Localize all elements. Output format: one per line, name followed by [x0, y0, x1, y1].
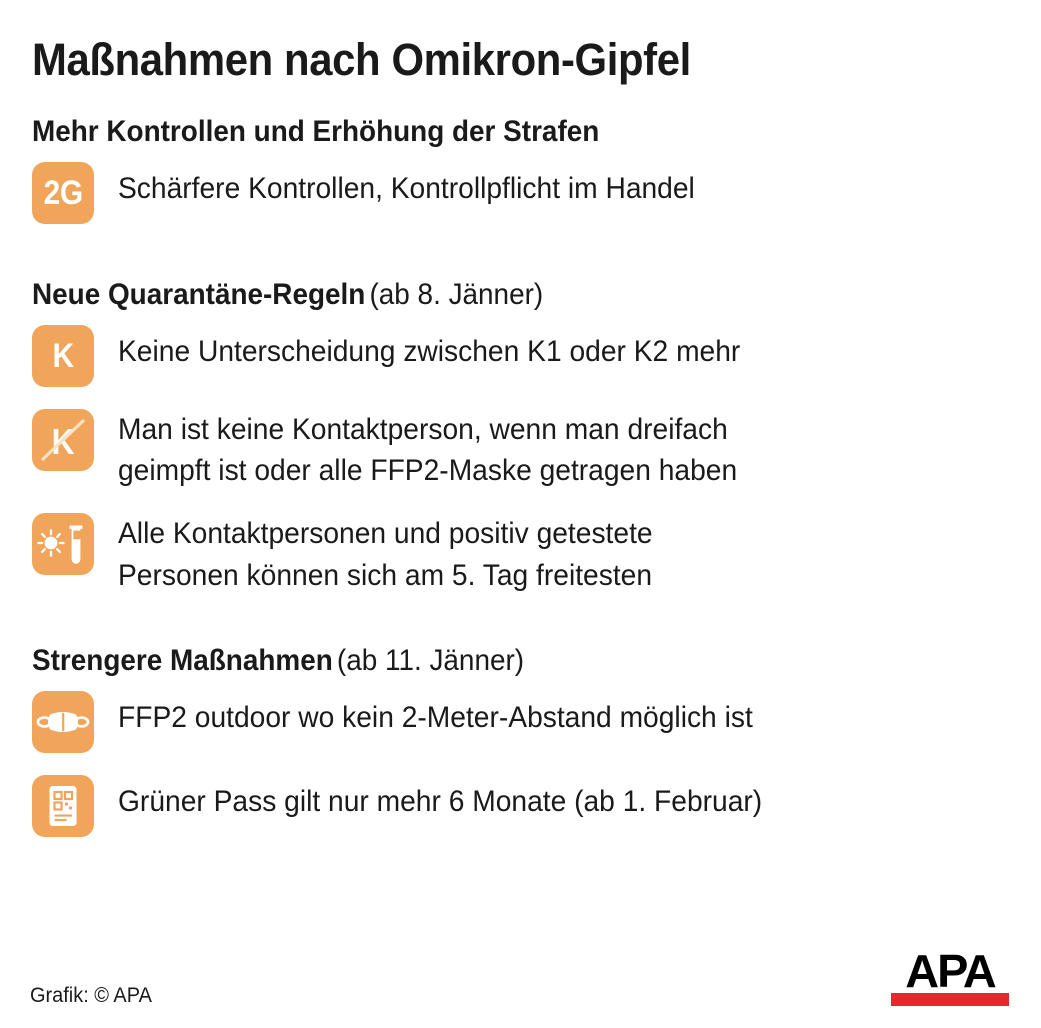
apa-logo: APA [891, 945, 1009, 1006]
2g-badge-label: 2G [43, 174, 83, 213]
list-item-text: Grüner Pass gilt nur mehr 6 Monate (ab 1… [118, 784, 763, 818]
svg-text:K: K [52, 422, 75, 462]
list-item-text: FFP2 outdoor wo kein 2-Meter-Abstand mög… [118, 700, 753, 734]
credit-text: Grafik: © APA [30, 984, 152, 1007]
2g-badge-icon: 2G [32, 162, 94, 225]
section-2-items: K Keine Unterscheidung zwischen K1 oder … [30, 325, 1011, 595]
virus-test-tube-icon [32, 513, 94, 576]
apa-logo-text: APA [905, 945, 997, 998]
section-heading-3-note: (ab 11. Jänner) [336, 643, 525, 677]
list-item-text: Man ist keine Kontaktperson, wenn man dr… [118, 413, 738, 488]
k-crossed-out-icon: K [32, 409, 94, 472]
section-3-items: FFP2 outdoor wo kein 2-Meter-Abstand mög… [30, 690, 1011, 837]
list-item: Grüner Pass gilt nur mehr 6 Monate (ab 1… [30, 774, 1011, 837]
list-item: K Keine Unterscheidung zwischen K1 oder … [30, 325, 1011, 388]
section-1-items: 2G Schärfere Kontrollen, Kontrollpflicht… [30, 162, 1011, 225]
k-badge-icon: K [32, 325, 94, 388]
apa-logo-bar [891, 993, 1009, 1006]
list-item-text: Keine Unterscheidung zwischen K1 oder K2… [118, 335, 741, 369]
ffp2-mask-icon [32, 690, 94, 753]
list-item: Alle Kontaktpersonen und positiv geteste… [30, 513, 1011, 595]
page-title: Maßnahmen nach Omikron-Gipfel [32, 34, 691, 85]
list-item: FFP2 outdoor wo kein 2-Meter-Abstand mög… [30, 690, 1011, 753]
footer: Grafik: © APA APA [30, 945, 1011, 1007]
list-item: K Man ist keine Kontaktperson, wenn man … [30, 409, 1011, 491]
section-heading-3: Strengere Maßnahmen (ab 11. Jänner) [32, 644, 942, 677]
section-heading-3-text: Strengere Maßnahmen [32, 643, 333, 677]
section-heading-1-text: Mehr Kontrollen und Erhöhung der Strafen [32, 115, 600, 149]
list-item-text: Alle Kontaktpersonen und positiv geteste… [118, 517, 653, 592]
list-item-text: Schärfere Kontrollen, Kontrollpflicht im… [118, 172, 695, 206]
list-item: 2G Schärfere Kontrollen, Kontrollpflicht… [30, 162, 1011, 225]
section-heading-1: Mehr Kontrollen und Erhöhung der Strafen [32, 115, 942, 148]
section-heading-2-text: Neue Quarantäne-Regeln [32, 278, 366, 312]
section-heading-2-note: (ab 8. Jänner) [369, 278, 544, 312]
section-heading-2: Neue Quarantäne-Regeln (ab 8. Jänner) [32, 278, 942, 311]
green-pass-certificate-icon [32, 774, 94, 837]
k-badge-label: K [52, 337, 74, 376]
